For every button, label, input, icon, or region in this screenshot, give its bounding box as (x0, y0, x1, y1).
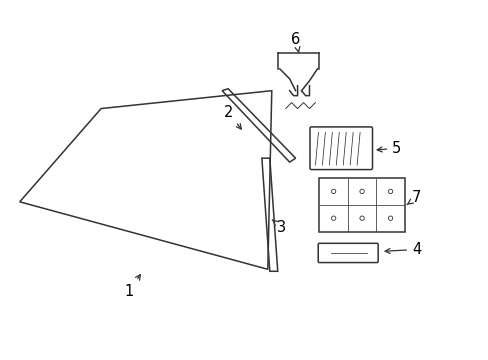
Text: 3: 3 (272, 220, 285, 235)
Text: 2: 2 (223, 105, 241, 129)
Text: 1: 1 (124, 275, 140, 299)
Text: 6: 6 (290, 32, 300, 52)
Text: 5: 5 (376, 141, 401, 156)
Text: 4: 4 (385, 242, 421, 257)
Text: 7: 7 (406, 190, 421, 205)
